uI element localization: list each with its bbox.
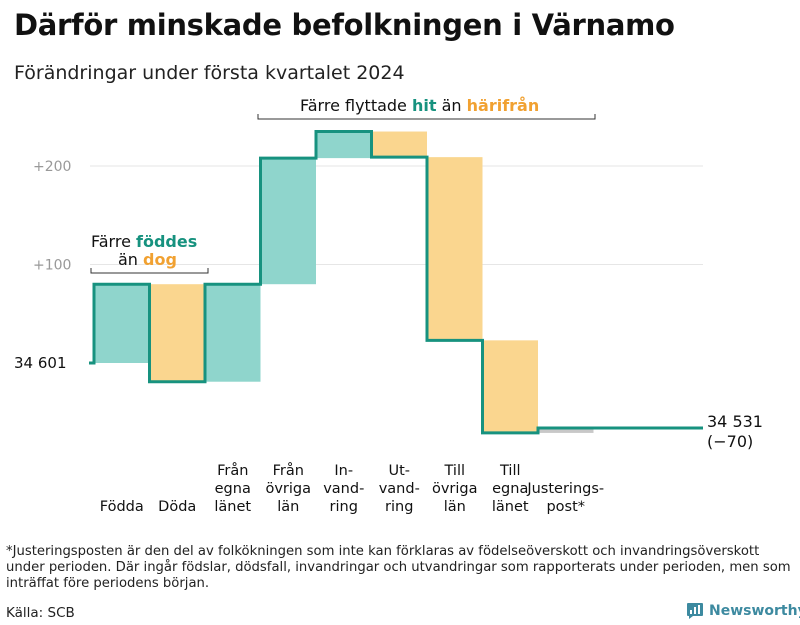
y-tick-label: +200 <box>33 159 71 175</box>
migration-annotation-bracket <box>257 114 596 120</box>
bar-adjustment <box>538 428 594 433</box>
births-annotation-line2: än dog <box>118 250 177 269</box>
end-change-label: (−70) <box>707 432 753 451</box>
source-label: Källa: SCB <box>6 605 75 621</box>
category-label: In-vand-ring <box>323 463 364 515</box>
bar-decrease <box>149 284 205 382</box>
footnote: *Justeringsposten är den del av folkökni… <box>6 544 791 591</box>
category-label: Födda <box>100 499 144 515</box>
chart-subtitle: Förändringar under första kvartalet 2024 <box>14 62 405 84</box>
category-label: Till egna länet <box>492 463 529 515</box>
births-annotation-bracket <box>90 268 209 274</box>
category-label: Från egna länet <box>214 462 251 515</box>
chart-title: Därför minskade befolkningen i Värnamo <box>14 8 675 42</box>
end-value-label: 34 531 <box>707 412 763 431</box>
running-total-line <box>89 130 703 435</box>
births-annotation-line1: Färre föddes <box>91 232 197 251</box>
bar-increase <box>94 284 150 363</box>
bar-decrease <box>371 131 427 158</box>
bar-decrease <box>427 157 483 341</box>
y-tick-label: +100 <box>33 258 71 274</box>
category-label: Justerings-post* <box>526 481 604 515</box>
bar-increase <box>205 284 261 382</box>
category-label: Till övriga län <box>432 463 478 515</box>
start-value-label: 34 601 <box>14 354 67 372</box>
migration-annotation: Färre flyttade hit än härifrån <box>300 96 539 115</box>
brand-name: Newsworthy <box>709 603 800 619</box>
newsworthy-logo-icon <box>687 603 703 619</box>
category-label: Döda <box>158 499 196 515</box>
brand-logo: Newsworthy <box>686 602 800 620</box>
category-label: Från övriga län <box>265 462 311 515</box>
bar-increase <box>316 131 372 159</box>
waterfall-chart: +100 +200 Födda Döda Från egna länet Från övriga… <box>14 96 763 515</box>
bar-increase <box>260 158 316 285</box>
category-label: Ut-vand-ring <box>379 463 420 515</box>
bar-decrease <box>482 340 538 433</box>
